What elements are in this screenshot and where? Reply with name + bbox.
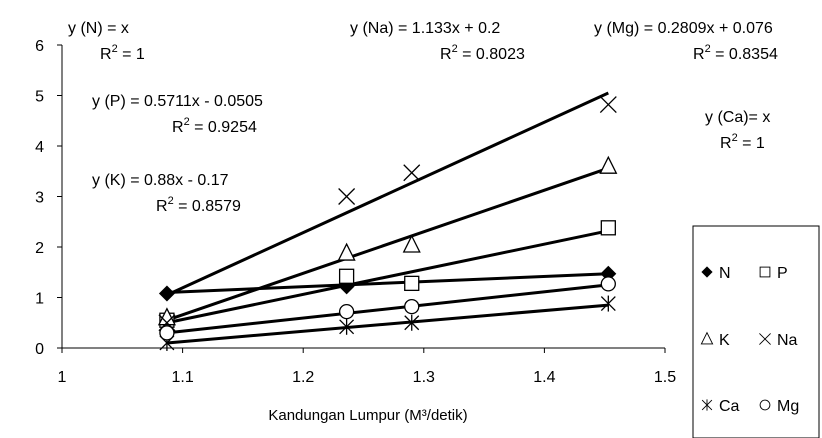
trendline-na: [166, 91, 609, 297]
r-squared-label: R2 = 0.8023: [440, 43, 525, 63]
point-k: [337, 242, 356, 261]
legend-item-p: P: [759, 265, 788, 282]
r-squared-exponent: 2: [184, 116, 190, 128]
y-tick-label: 5: [35, 89, 44, 106]
point-n: [158, 285, 175, 302]
r-squared-value: = 0.8354: [711, 46, 778, 63]
point-mg: [600, 276, 616, 292]
trendline-p: [166, 229, 609, 325]
equation-label: y (Ca)= x: [705, 109, 770, 126]
point-mg: [338, 303, 355, 320]
r-squared-label: R2 = 0.8579: [156, 195, 241, 215]
axes: [61, 45, 665, 349]
equation-label: y (Na) = 1.133x + 0.2: [350, 20, 500, 37]
equation-label: y (P) = 0.5711x - 0.0505: [92, 93, 263, 110]
r-squared-label: R2 = 0.8354: [693, 43, 778, 63]
r-squared-exponent: 2: [452, 43, 458, 55]
point-k: [157, 307, 176, 326]
point-k: [599, 155, 618, 174]
y-tick-label: 0: [35, 341, 44, 358]
legend-item-mg: Mg: [759, 398, 799, 415]
trendline-ca: [166, 303, 609, 345]
r-squared-symbol: R: [720, 135, 732, 152]
y-tick-label: 3: [35, 190, 44, 207]
equation-annotations: y (N) = xR2 = 1y (Na) = 1.133x + 0.2R2 =…: [68, 20, 778, 215]
x-tick-label: 1.5: [654, 369, 676, 386]
y-tick-label: 6: [35, 38, 44, 55]
point-na: [338, 188, 356, 205]
x-tick-label: 1.2: [292, 369, 314, 386]
x-tick-label: 1.4: [533, 369, 555, 386]
r-squared-exponent: 2: [112, 43, 118, 55]
x-axis-title: Kandungan Lumpur (M³/detik): [268, 407, 467, 424]
point-k: [402, 234, 421, 253]
point-p: [404, 275, 420, 292]
r-squared-symbol: R: [172, 119, 184, 136]
trendline-mg: [166, 283, 609, 335]
r-squared-symbol: R: [693, 46, 705, 63]
legend-item-n: N: [701, 265, 731, 282]
r-squared-value: = 0.8579: [174, 198, 241, 215]
r-squared-value: = 1: [118, 46, 145, 63]
legend-marker: [700, 331, 714, 345]
r-squared-symbol: R: [440, 46, 452, 63]
point-na: [599, 96, 617, 114]
legend-marker: [759, 266, 771, 278]
point-p: [600, 220, 616, 236]
equation-label: y (N) = x: [68, 20, 129, 37]
point-ca: [339, 318, 355, 335]
x-tick-label: 1.1: [171, 369, 193, 386]
r-squared-exponent: 2: [705, 43, 711, 55]
r-squared-value: = 0.8023: [458, 46, 525, 63]
r-squared-value: = 1: [738, 135, 765, 152]
legend-label: Mg: [777, 398, 799, 415]
r-squared-label: R2 = 1: [720, 132, 765, 152]
r-squared-label: R2 = 1: [100, 43, 145, 63]
equation-label: y (Mg) = 0.2809x + 0.076: [594, 20, 773, 37]
y-ticks: 0 1 2 3 4 5 6: [35, 38, 62, 358]
r-squared-label: R2 = 0.9254: [172, 116, 257, 136]
legend-marker: [701, 399, 713, 411]
legend-label: K: [719, 332, 730, 349]
r-squared-symbol: R: [156, 198, 168, 215]
point-mg: [159, 325, 175, 341]
y-tick-label: 4: [35, 139, 44, 156]
point-p: [338, 268, 355, 284]
legend-label: P: [777, 265, 788, 282]
r-squared-exponent: 2: [732, 132, 738, 144]
legend-item-k: K: [700, 331, 730, 349]
legend-marker: [701, 266, 713, 278]
point-ca: [404, 314, 420, 331]
x-tick-label: 1: [58, 369, 67, 386]
equation-label: y (K) = 0.88x - 0.17: [92, 172, 229, 189]
y-tick-label: 1: [35, 291, 44, 308]
legend-marker: [759, 399, 771, 411]
legend-label: Na: [777, 332, 798, 349]
trendlines: [166, 91, 609, 345]
y-tick-label: 2: [35, 240, 44, 257]
legend-box: [692, 225, 820, 438]
legend-marker: [759, 333, 771, 345]
legend-label: N: [719, 265, 731, 282]
x-ticks: 1 1.1 1.2 1.3 1.4 1.5: [58, 348, 676, 386]
point-na: [403, 164, 421, 182]
point-mg: [404, 298, 420, 315]
trendline-n: [166, 272, 609, 294]
r-squared-symbol: R: [100, 46, 112, 63]
x-tick-label: 1.3: [413, 369, 435, 386]
legend: N P K Na Ca Mg: [692, 225, 820, 438]
legend-label: Ca: [719, 398, 740, 415]
r-squared-exponent: 2: [168, 195, 174, 207]
point-ca: [600, 295, 616, 312]
r-squared-value: = 0.9254: [190, 119, 257, 136]
trendline-k: [166, 166, 609, 322]
legend-item-ca: Ca: [701, 398, 740, 415]
legend-item-na: Na: [759, 332, 798, 349]
data-points: [157, 96, 618, 351]
